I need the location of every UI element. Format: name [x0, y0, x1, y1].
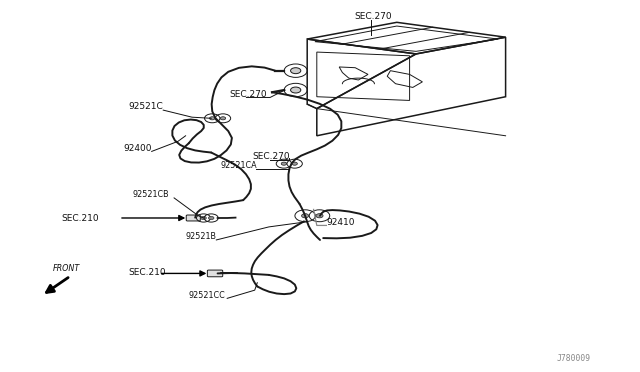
Circle shape: [316, 214, 323, 218]
Text: SEC.270: SEC.270: [253, 152, 291, 161]
Circle shape: [281, 162, 287, 165]
FancyBboxPatch shape: [186, 215, 200, 221]
Text: 92400: 92400: [123, 144, 152, 153]
Circle shape: [201, 217, 206, 219]
FancyBboxPatch shape: [207, 270, 223, 277]
Circle shape: [291, 87, 301, 93]
Text: FRONT: FRONT: [52, 264, 80, 273]
Text: 92521CA: 92521CA: [221, 161, 257, 170]
Text: SEC.270: SEC.270: [229, 90, 267, 99]
Circle shape: [291, 68, 301, 74]
Text: SEC.210: SEC.210: [61, 214, 99, 223]
Text: 92410: 92410: [326, 218, 355, 227]
Circle shape: [220, 117, 226, 120]
Text: 92521B: 92521B: [186, 232, 216, 241]
Text: 92521CB: 92521CB: [132, 190, 169, 199]
Circle shape: [209, 117, 215, 120]
Circle shape: [292, 162, 298, 165]
Text: SEC.270: SEC.270: [354, 12, 392, 21]
Text: 92521C: 92521C: [128, 102, 163, 111]
Text: 92521CC: 92521CC: [189, 291, 225, 299]
Circle shape: [209, 217, 214, 219]
Circle shape: [301, 214, 308, 218]
Text: J780009: J780009: [557, 354, 591, 363]
Text: SEC.210: SEC.210: [128, 268, 166, 277]
